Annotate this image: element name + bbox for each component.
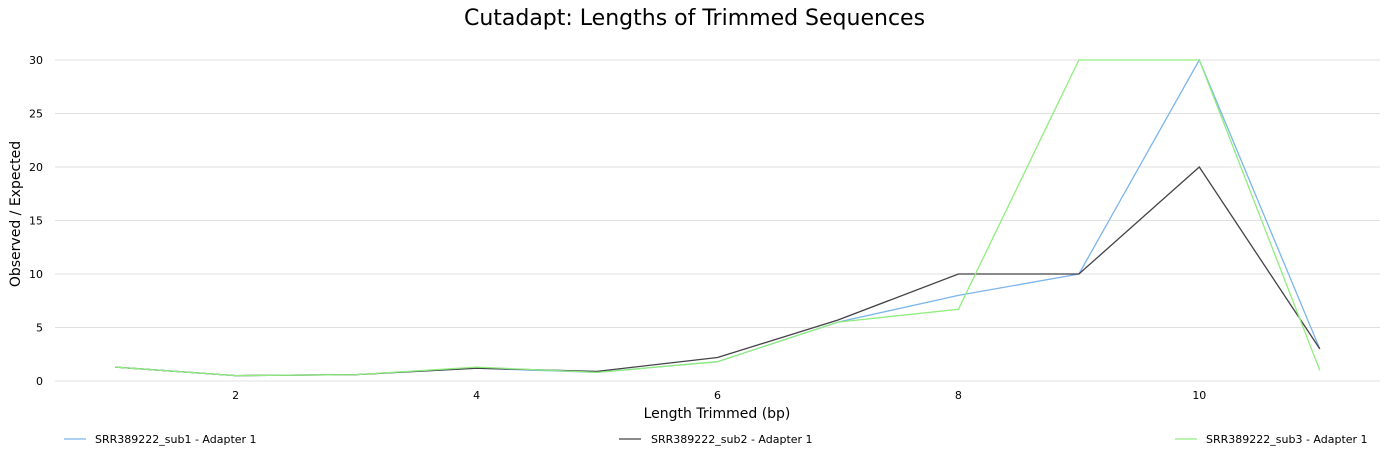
series-line-1 — [115, 58, 1321, 377]
legend-item-1[interactable]: SRR389222_sub1 - Adapter 1 — [64, 433, 257, 446]
grid-lines — [55, 59, 1380, 382]
x-tick-label: 6 — [714, 389, 721, 402]
y-tick-label: 15 — [29, 215, 43, 228]
x-tick-label: 2 — [232, 389, 239, 402]
x-axis-title: Length Trimmed (bp) — [644, 406, 791, 422]
legend-item-3[interactable]: SRR389222_sub3 - Adapter 1 — [1175, 433, 1368, 446]
y-tick-label: 30 — [29, 54, 43, 67]
x-tick-label: 4 — [473, 389, 480, 402]
x-axis-ticks: 2 4 6 8 10 — [232, 389, 1206, 402]
legend-label: SRR389222_sub3 - Adapter 1 — [1206, 433, 1368, 446]
y-tick-label: 10 — [29, 268, 43, 281]
legend-item-2[interactable]: SRR389222_sub2 - Adapter 1 — [619, 433, 813, 446]
y-axis-title: Observed / Expected — [8, 141, 24, 287]
legend-label: SRR389222_sub1 - Adapter 1 — [95, 433, 257, 446]
series-lines — [115, 58, 1321, 377]
chart-title: Cutadapt: Lengths of Trimmed Sequences — [463, 6, 926, 31]
x-tick-label: 10 — [1192, 389, 1206, 402]
y-tick-label: 25 — [29, 108, 43, 121]
series-line-2 — [115, 166, 1321, 377]
x-tick-label: 8 — [955, 389, 962, 402]
y-tick-label: 5 — [36, 322, 43, 335]
y-tick-label: 0 — [36, 375, 43, 388]
y-axis-ticks: 0 5 10 15 20 25 30 — [29, 54, 43, 388]
y-tick-label: 20 — [29, 161, 43, 174]
legend-label: SRR389222_sub2 - Adapter 1 — [651, 433, 813, 446]
series-line-3 — [115, 59, 1321, 377]
legend: SRR389222_sub1 - Adapter 1 SRR389222_sub2… — [64, 433, 1368, 446]
